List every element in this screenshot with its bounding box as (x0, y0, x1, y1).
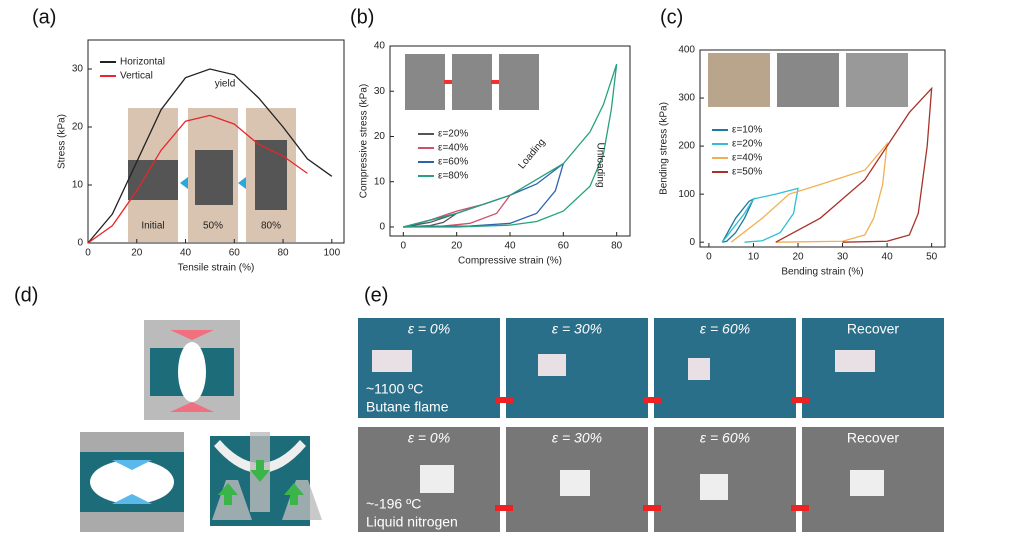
legend-label: ε=40% (732, 153, 762, 164)
plot-frame (87, 39, 345, 244)
y-tick-label: 20 (72, 122, 84, 133)
x-tick-label: 0 (85, 248, 91, 259)
inset-photos-a (128, 108, 296, 242)
data-line (721, 187, 799, 243)
diagram-d (80, 320, 322, 532)
data-line (87, 114, 308, 244)
legend-label: Vertical (120, 71, 153, 82)
x-tick-label: 60 (229, 248, 241, 259)
x-tick-label: 30 (837, 252, 849, 263)
data-line (403, 63, 618, 228)
x-tick-label: 20 (451, 241, 463, 252)
y-tick-label: 0 (77, 238, 83, 249)
x-tick-label: 0 (706, 252, 712, 263)
column-label: ε = 60% (700, 321, 750, 337)
x-tick-label: 50 (926, 252, 938, 263)
legend-label: ε=20% (438, 129, 468, 140)
y-tick-label: 0 (379, 222, 385, 233)
legend-label: ε=20% (732, 139, 762, 150)
y-axis-label: Bending stress (kPa) (659, 102, 670, 195)
column-label: Recover (847, 321, 899, 337)
temperature: ~-196 ºC (366, 496, 421, 512)
data-line (403, 161, 565, 228)
y-tick-label: 100 (678, 189, 695, 200)
panel-label: (c) (660, 6, 683, 28)
y-tick-label: 400 (678, 45, 695, 56)
y-axis-label: Stress (kPa) (57, 114, 68, 169)
inset-label: Initial (141, 221, 164, 232)
photo-texts: ε = 0% ε = 30% ε = 60% Recover ε = 0% ε … (366, 321, 899, 530)
column-label: Recover (847, 430, 899, 446)
y-tick-label: 20 (374, 131, 386, 142)
x-tick-label: 20 (792, 252, 804, 263)
medium: Butane flame (366, 399, 449, 415)
inset-label: 80% (261, 221, 281, 232)
x-axis-label: Compressive strain (%) (458, 256, 562, 267)
x-tick-label: 40 (504, 241, 516, 252)
y-tick-label: 30 (72, 64, 84, 75)
panel-label: (a) (32, 6, 56, 28)
x-axis-label: Bending strain (%) (781, 267, 863, 278)
y-tick-label: 200 (678, 141, 695, 152)
data-line (730, 141, 888, 243)
x-tick-label: 60 (558, 241, 570, 252)
legend-label: ε=40% (438, 143, 468, 154)
annotation: yield (215, 79, 236, 90)
column-label: ε = 0% (408, 321, 450, 337)
legend-label: Horizontal (120, 57, 165, 68)
y-axis-label: Compressive stress (kPa) (359, 84, 370, 198)
inset-photos-c (708, 53, 908, 107)
inset-photos-b (405, 54, 539, 110)
x-tick-label: 20 (131, 248, 143, 259)
x-tick-label: 40 (882, 252, 894, 263)
x-tick-label: 40 (180, 248, 192, 259)
y-tick-label: 40 (374, 41, 386, 52)
annotation: Loading (516, 137, 547, 171)
x-axis-label: Tensile strain (%) (178, 263, 255, 274)
legend-label: ε=80% (438, 171, 468, 182)
legend-label: ε=50% (732, 167, 762, 178)
data-line (775, 86, 933, 243)
legend-label: ε=60% (438, 157, 468, 168)
legend-label: ε=10% (732, 125, 762, 136)
y-tick-label: 30 (374, 86, 386, 97)
panel-label: (b) (350, 6, 374, 28)
column-label: ε = 60% (700, 430, 750, 446)
y-tick-label: 300 (678, 93, 695, 104)
data-line (721, 197, 755, 243)
x-tick-label: 80 (277, 248, 289, 259)
plot-frame (699, 49, 946, 248)
x-tick-label: 0 (401, 241, 407, 252)
temperature: ~1100 ºC (366, 381, 423, 397)
x-tick-label: 100 (323, 248, 340, 259)
y-tick-label: 10 (72, 180, 84, 191)
annotation: Unloading (594, 142, 605, 187)
column-label: ε = 30% (552, 321, 602, 337)
panel-label: (e) (364, 284, 388, 306)
photos-e (358, 318, 944, 532)
inset-label: 50% (203, 221, 223, 232)
y-tick-label: 0 (689, 237, 695, 248)
x-tick-label: 80 (611, 241, 623, 252)
column-label: ε = 30% (552, 430, 602, 446)
y-tick-label: 10 (374, 176, 386, 187)
column-label: ε = 0% (408, 430, 450, 446)
panel-label: (d) (14, 284, 38, 306)
data-line (87, 68, 333, 244)
x-tick-label: 10 (748, 252, 760, 263)
medium: Liquid nitrogen (366, 514, 458, 530)
